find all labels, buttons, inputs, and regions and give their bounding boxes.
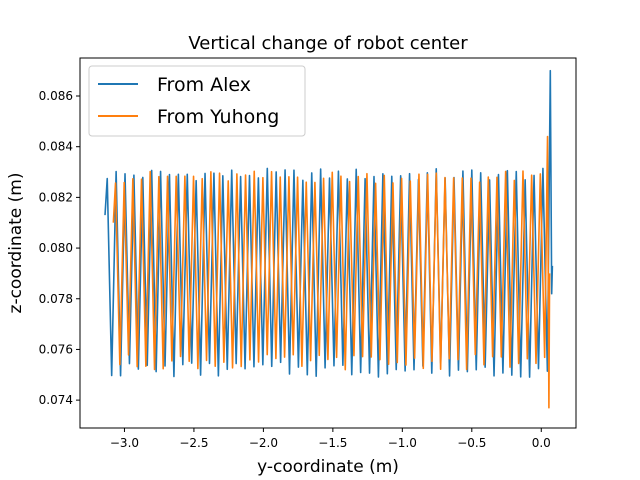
x-tick-label: −2.5	[179, 436, 208, 450]
legend-box	[88, 65, 306, 137]
y-tick-label: 0.086	[39, 89, 73, 103]
x-axis-title: y-coordinate (m)	[257, 457, 399, 477]
x-tick-label: −3.0	[110, 436, 139, 450]
y-axis-ticks: 0.074 0.076 0.078 0.080 0.082 0.084 0.086	[39, 89, 80, 407]
plot-lines	[104, 69, 554, 409]
legend: From Alex From Yuhong	[88, 65, 306, 137]
y-tick-label: 0.082	[39, 190, 73, 204]
x-axis-ticks: −3.0 −2.5 −2.0 −1.5 −1.0 −0.5 0.0	[110, 428, 551, 450]
legend-label-from-alex: From Alex	[157, 74, 251, 96]
y-axis-title: z-coordinate (m)	[6, 173, 26, 314]
y-tick-label: 0.076	[39, 342, 73, 356]
legend-label-from-yuhong: From Yuhong	[157, 106, 279, 128]
y-tick-label: 0.080	[39, 241, 73, 255]
y-tick-label: 0.074	[39, 393, 73, 407]
x-tick-label: −2.0	[249, 436, 278, 450]
y-tick-label: 0.078	[39, 292, 73, 306]
series-line-from-yuhong	[112, 135, 551, 409]
plot-frame	[79, 57, 577, 429]
x-tick-label: 0.0	[532, 436, 551, 450]
x-tick-label: −1.5	[318, 436, 347, 450]
chart-title: Vertical change of robot center	[188, 33, 468, 54]
x-tick-label: −1.0	[388, 436, 417, 450]
y-tick-label: 0.084	[39, 140, 73, 154]
x-tick-label: −0.5	[457, 436, 486, 450]
